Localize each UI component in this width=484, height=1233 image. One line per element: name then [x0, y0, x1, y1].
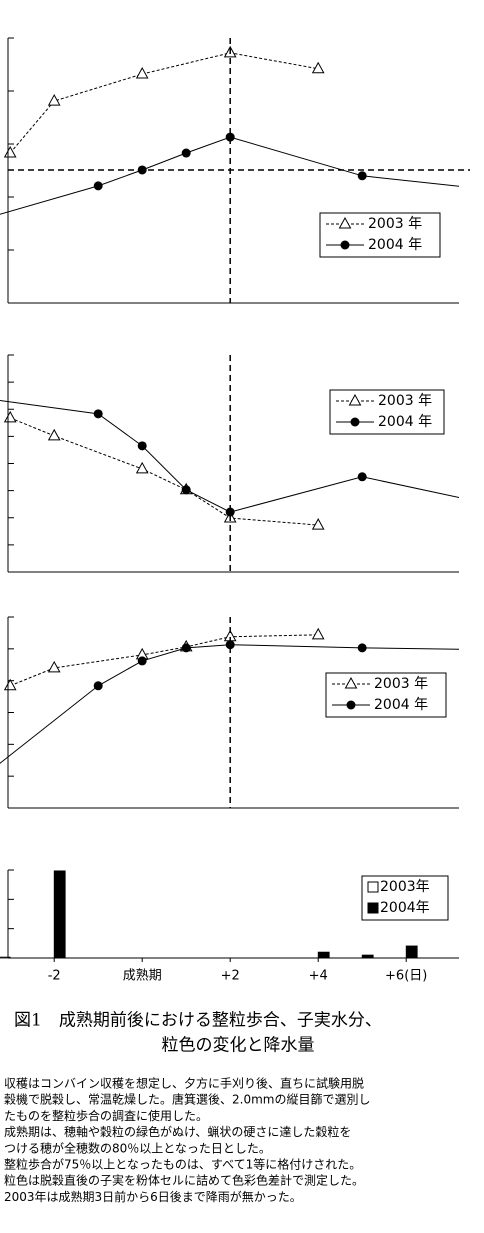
- bar: [317, 951, 330, 959]
- point: [93, 681, 103, 691]
- legend-swatch: [367, 881, 379, 893]
- plot: [0, 870, 418, 959]
- x-tick-label: 成熟期: [123, 968, 162, 984]
- note-line: 穀機で脱穀し、常温乾燥した。唐箕選後、2.0mmの縦目篩で選別し: [4, 1092, 370, 1107]
- legend-label: 2003 年: [374, 676, 428, 692]
- series-line: [10, 634, 319, 687]
- point: [93, 409, 103, 419]
- legend-marker: [350, 417, 360, 427]
- point: [357, 643, 367, 653]
- point: [3, 145, 17, 158]
- legend-marker: [344, 676, 358, 689]
- point: [47, 94, 61, 106]
- legend-box: [325, 672, 447, 718]
- legend-box: [319, 212, 441, 258]
- point: [181, 485, 191, 495]
- series-line: [0, 136, 459, 215]
- plot: [0, 627, 459, 764]
- legend-marker: [340, 240, 350, 250]
- note-line: 整粒歩合が75％以上となったものは、すべて1等に格付けされた。: [4, 1157, 361, 1172]
- bar: [405, 945, 418, 959]
- point: [135, 461, 149, 474]
- caption-line: 図1 成熟期前後における整粒歩合、子実水分、: [14, 1010, 382, 1031]
- legend-label: 2003 年: [368, 216, 422, 232]
- legend-label: 2003 年: [378, 393, 432, 409]
- point: [181, 148, 191, 158]
- x-tick-label: -2: [48, 969, 61, 984]
- point: [135, 67, 149, 79]
- point: [311, 518, 325, 530]
- point: [47, 660, 61, 673]
- point: [93, 181, 103, 191]
- point: [311, 627, 325, 640]
- note-line: 成熟期は、穂軸や穀粒の緑色がぬけ、蝋状の硬さに達した穀粒を: [4, 1124, 351, 1139]
- legend-marker: [338, 216, 352, 229]
- legend-box: [329, 389, 445, 435]
- plot: [0, 45, 459, 215]
- legend-swatch: [367, 902, 379, 914]
- point: [225, 132, 235, 142]
- x-tick-label: +6(日): [385, 969, 427, 984]
- point: [225, 640, 235, 650]
- caption-line: 粒色の変化と降水量: [162, 1036, 315, 1056]
- legend-label: 2004年: [380, 900, 430, 916]
- legend-label: 2004 年: [378, 414, 432, 430]
- x-tick-label: +4: [309, 969, 328, 984]
- note-line: 粒色は脱穀直後の子実を粉体セルに詰めて色彩色差計で測定した。: [4, 1173, 364, 1188]
- legend-label: 2003年: [380, 879, 430, 895]
- legend-label: 2004 年: [374, 697, 428, 713]
- point: [137, 441, 147, 451]
- bar: [53, 870, 66, 959]
- legend-marker: [348, 393, 362, 406]
- point: [3, 678, 17, 691]
- note-line: 収穫はコンバイン収穫を想定し、夕方に手刈り後、直ちに試験用脱: [4, 1076, 364, 1091]
- note-line: つける穂が全穂数の80％以上となった日とした。: [4, 1140, 271, 1155]
- point: [225, 507, 235, 517]
- x-tick-label: +2: [221, 969, 240, 984]
- point: [137, 656, 147, 666]
- point: [311, 61, 325, 74]
- point: [357, 472, 367, 482]
- legend-marker: [346, 700, 356, 710]
- note-line: たものを整粒歩合の調査に使用した。: [4, 1108, 208, 1123]
- series-line: [10, 417, 319, 526]
- note-line: 2003年は成熟期3日前から6日後まで降雨が無かった。: [4, 1189, 302, 1204]
- point: [3, 410, 17, 423]
- legend-label: 2004 年: [368, 237, 422, 253]
- point: [357, 171, 367, 181]
- point: [47, 428, 61, 441]
- point: [181, 643, 191, 653]
